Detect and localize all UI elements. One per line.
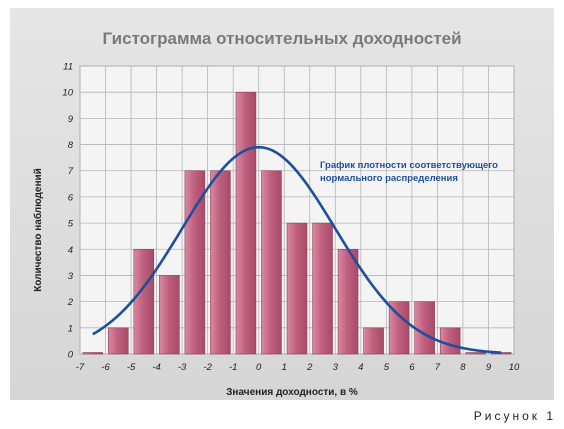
histogram-bar — [210, 170, 231, 355]
y-tick-labels: 0 1 2 3 4 5 6 7 8 9 10 11 — [62, 62, 73, 361]
x-tick-label: -6 — [101, 362, 110, 373]
bars — [82, 91, 512, 355]
x-tick-label: -3 — [178, 362, 187, 373]
histogram-bar — [159, 275, 180, 355]
x-tick-label: 9 — [486, 362, 492, 373]
x-tick-label: -5 — [127, 362, 136, 373]
y-tick-label: 10 — [62, 88, 73, 99]
x-axis-label: Значения доходности, в % — [226, 387, 358, 398]
y-tick-label: 1 — [68, 323, 73, 334]
curve-label-line1: График плотности соответствующего — [320, 160, 498, 171]
x-tick-label: 7 — [435, 362, 441, 373]
histogram-bar — [414, 301, 435, 355]
histogram-bar — [439, 327, 461, 355]
x-tick-label: 5 — [384, 362, 390, 373]
y-tick-label: 9 — [68, 114, 74, 125]
y-tick-label: 2 — [67, 297, 74, 308]
y-tick-label: 6 — [68, 192, 74, 203]
x-tick-label: 0 — [256, 362, 262, 373]
histogram-bar — [388, 301, 410, 355]
histogram-bar — [261, 170, 282, 355]
curve-label-line2: нормального распределения — [320, 173, 458, 184]
y-tick-label: 5 — [68, 219, 74, 230]
histogram-bar — [286, 222, 308, 355]
x-tick-label: -7 — [76, 362, 85, 373]
y-tick-label: 0 — [68, 350, 74, 361]
y-tick-label: 4 — [68, 245, 73, 256]
y-tick-label: 7 — [68, 166, 74, 177]
density-curve — [92, 145, 502, 354]
histogram-bar — [108, 327, 129, 355]
x-tick-label: -1 — [229, 362, 237, 373]
x-tick-label: 8 — [460, 362, 466, 373]
grid — [79, 65, 515, 355]
y-tick-label: 8 — [68, 140, 74, 151]
x-tick-label: 10 — [509, 362, 520, 373]
y-tick-label: 3 — [68, 271, 74, 282]
x-tick-label: 4 — [358, 362, 363, 373]
x-tick-label: 1 — [282, 362, 287, 373]
x-tick-label: -2 — [203, 362, 212, 373]
histogram-bar — [363, 327, 384, 355]
x-tick-label: 6 — [409, 362, 415, 373]
histogram-bar — [312, 222, 333, 355]
histogram-bar — [337, 248, 359, 355]
histogram-bar — [133, 248, 155, 355]
histogram-bar — [82, 352, 104, 355]
x-tick-label: 2 — [306, 362, 313, 373]
x-tick-label: -4 — [152, 362, 160, 373]
x-tick-label: 3 — [333, 362, 339, 373]
figure-label: Рисунок 1 — [473, 409, 556, 423]
histogram-bar — [235, 91, 257, 355]
x-tick-labels: -7 -6 -5 -4 -3 -2 -1 0 1 2 3 4 5 6 7 8 9 10 — [76, 362, 520, 373]
chart-title: Гистограмма относительных доходностей — [102, 29, 461, 48]
y-tick-label: 11 — [63, 62, 73, 73]
histogram-bar — [465, 352, 486, 355]
y-axis-label: Количество наблюдений — [32, 168, 44, 292]
